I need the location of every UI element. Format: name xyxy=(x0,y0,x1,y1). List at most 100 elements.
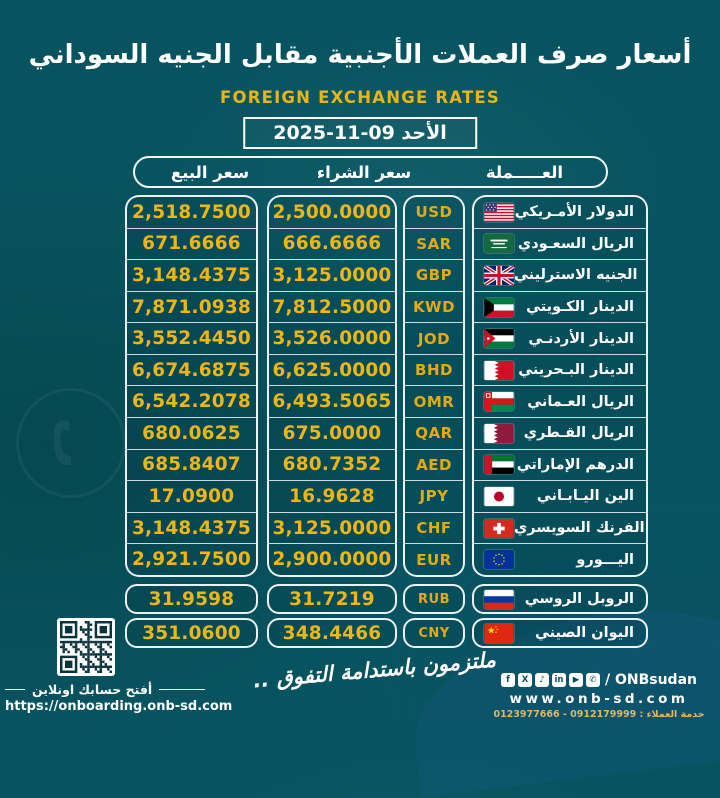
social-handle: / ONBsudan xyxy=(604,672,697,688)
currency-row: الدولار الأمـريكي xyxy=(474,197,646,228)
currency-name: الدرهم الإماراتي xyxy=(516,456,634,473)
currency-name: الفرنك السويسري xyxy=(514,520,645,537)
social-row: f X ♪ in ▶ ✆ / ONBsudan xyxy=(500,672,697,688)
flag-cn-icon xyxy=(484,623,514,643)
buy-price: 348.4466 xyxy=(282,622,382,644)
buy-price: 3,526.0000 xyxy=(272,328,392,350)
currency-name: اليـــورو xyxy=(576,551,634,568)
date-box: الأحد 09-11-2025 xyxy=(243,117,477,149)
currency-code: BHD xyxy=(415,361,453,380)
name-column: الروبل الروسي اليوان الصيني xyxy=(472,584,648,648)
flag-ae-icon xyxy=(484,455,514,475)
currency-row: الين اليـابـاني xyxy=(474,480,646,512)
buy-column: 31.7219 348.4466 xyxy=(267,584,397,648)
qr-label-text: أفتح حسابك اونلاين xyxy=(32,682,153,697)
code-column: USD SAR GBP KWD JOD BHD OMR QAR AED JPY CHF EUR xyxy=(403,195,465,577)
exchange-rates-flyer: ٮ أسعار صرف العملات الأجنبية مقابل الجني… xyxy=(0,0,720,720)
buy-price: 3,125.0000 xyxy=(272,264,392,286)
x-icon: X xyxy=(517,673,532,687)
buy-price: 31.7219 xyxy=(289,588,375,610)
contact-section: f X ♪ in ▶ ✆ / ONBsudan www.onb-sd.com خدمة ا… xyxy=(493,672,704,720)
currency-code: EUR xyxy=(416,550,452,569)
bank-logo-watermark: ٮ xyxy=(16,388,126,498)
buy-price: 16.9628 xyxy=(289,485,375,507)
rates-table-main: 2,518.7500 671.6666 3,148.4375 7,871.0938 3,… xyxy=(125,195,648,577)
buy-price: 680.7352 xyxy=(282,454,382,476)
page-subtitle: FOREIGN EXCHANGE RATES xyxy=(220,88,500,107)
currency-row: الدينار الكـويتي xyxy=(474,290,646,323)
buy-price: 6,493.5065 xyxy=(272,391,392,413)
sell-column: 31.9598 351.0600 xyxy=(125,584,258,648)
buy-price: 3,125.0000 xyxy=(272,517,392,539)
social-icons: f X ♪ in ▶ ✆ xyxy=(500,673,600,687)
currency-code: OMR xyxy=(413,392,455,411)
currency-name: الجنيه الاسترليني xyxy=(514,267,638,284)
currency-code: QAR xyxy=(415,424,453,443)
currency-name: الدينار الأردنـي xyxy=(528,330,634,347)
sell-price: 6,674.6875 xyxy=(131,359,252,381)
currency-row: الريال السعـودي xyxy=(474,227,646,260)
facebook-icon: f xyxy=(500,673,515,687)
sell-price: 17.0900 xyxy=(148,485,235,507)
currency-name: الدولار الأمـريكي xyxy=(514,204,634,221)
flag-jo-icon xyxy=(484,329,514,349)
flag-ru-icon xyxy=(484,589,514,609)
sell-price: 6,542.2078 xyxy=(131,391,252,413)
currency-name: الريال السعـودي xyxy=(517,235,634,252)
currency-row: الدينار البـحريني xyxy=(474,353,646,386)
currency-code: KWD xyxy=(412,298,456,317)
flag-ch-icon xyxy=(484,518,514,538)
linkedin-icon: in xyxy=(551,673,566,687)
currency-code: JOD xyxy=(417,329,451,348)
sell-price: 31.9598 xyxy=(148,588,235,610)
buy-price: 675.0000 xyxy=(282,422,382,444)
currency-code: CHF xyxy=(416,519,452,538)
table-column-headers: سعر البيع سعر الشراء العـــــملة xyxy=(133,156,608,188)
currency-row: الدينار الأردنـي xyxy=(474,322,646,354)
buy-price: 7,812.5000 xyxy=(272,296,392,318)
header-currency-label: العـــــملة xyxy=(485,162,564,182)
sell-price: 351.0600 xyxy=(142,622,241,644)
sell-price: 671.6666 xyxy=(142,233,241,255)
qr-section: أفتح حسابك اونلاين https://onboarding.on… xyxy=(5,618,233,714)
rates-table-extra: 31.9598 351.0600 31.7219 348.4466 RUB CNY الرو… xyxy=(125,584,648,648)
currency-row: الريال القـطري xyxy=(474,417,646,449)
buy-price: 2,900.0000 xyxy=(272,549,392,571)
sell-price: 3,148.4375 xyxy=(131,264,252,286)
sell-price: 2,518.7500 xyxy=(131,201,252,223)
flag-us-icon xyxy=(484,202,514,222)
header-sell-label: سعر البيع xyxy=(170,162,250,182)
currency-code: USD xyxy=(415,203,453,222)
buy-column: 2,500.0000 666.6666 3,125.0000 7,812.5000 3,… xyxy=(267,195,397,577)
flag-jp-icon xyxy=(484,486,514,506)
whatsapp-icon: ✆ xyxy=(585,673,600,687)
currency-row: اليـــورو xyxy=(474,543,646,575)
currency-row: اليوان الصيني xyxy=(472,618,648,648)
sell-price: 685.8407 xyxy=(142,454,241,476)
currency-name: الروبل الروسي xyxy=(524,591,634,607)
sell-price: 3,148.4375 xyxy=(131,517,252,539)
flag-gb-icon xyxy=(484,265,514,285)
buy-price: 6,625.0000 xyxy=(272,359,392,381)
sell-price: 7,871.0938 xyxy=(131,296,252,318)
flag-bh-icon xyxy=(484,360,514,380)
page-title: أسعار صرف العملات الأجنبية مقابل الجنيه … xyxy=(28,40,692,70)
code-column: RUB CNY xyxy=(403,584,465,648)
flag-sa-icon xyxy=(484,234,514,254)
currency-code: RUB xyxy=(418,591,450,607)
name-column: الدولار الأمـريكي الريال السعـودي الجنيه ا… xyxy=(472,195,648,577)
currency-row: الدرهم الإماراتي xyxy=(474,448,646,481)
onboarding-url: https://onboarding.onb-sd.com xyxy=(5,699,233,714)
currency-code: SAR xyxy=(416,234,452,253)
website-url: www.onb-sd.com xyxy=(509,691,689,707)
tiktok-icon: ♪ xyxy=(534,673,549,687)
currency-name: الين اليـابـاني xyxy=(536,488,634,505)
flag-om-icon xyxy=(484,392,514,412)
buy-price: 666.6666 xyxy=(282,233,382,255)
currency-code: JPY xyxy=(419,487,449,506)
qr-label: أفتح حسابك اونلاين xyxy=(5,682,205,697)
currency-name: الريال العـماني xyxy=(527,393,634,410)
flag-eu-icon xyxy=(484,550,514,570)
currency-row: الروبل الروسي xyxy=(472,584,648,614)
currency-name: الدينار البـحريني xyxy=(518,362,634,379)
